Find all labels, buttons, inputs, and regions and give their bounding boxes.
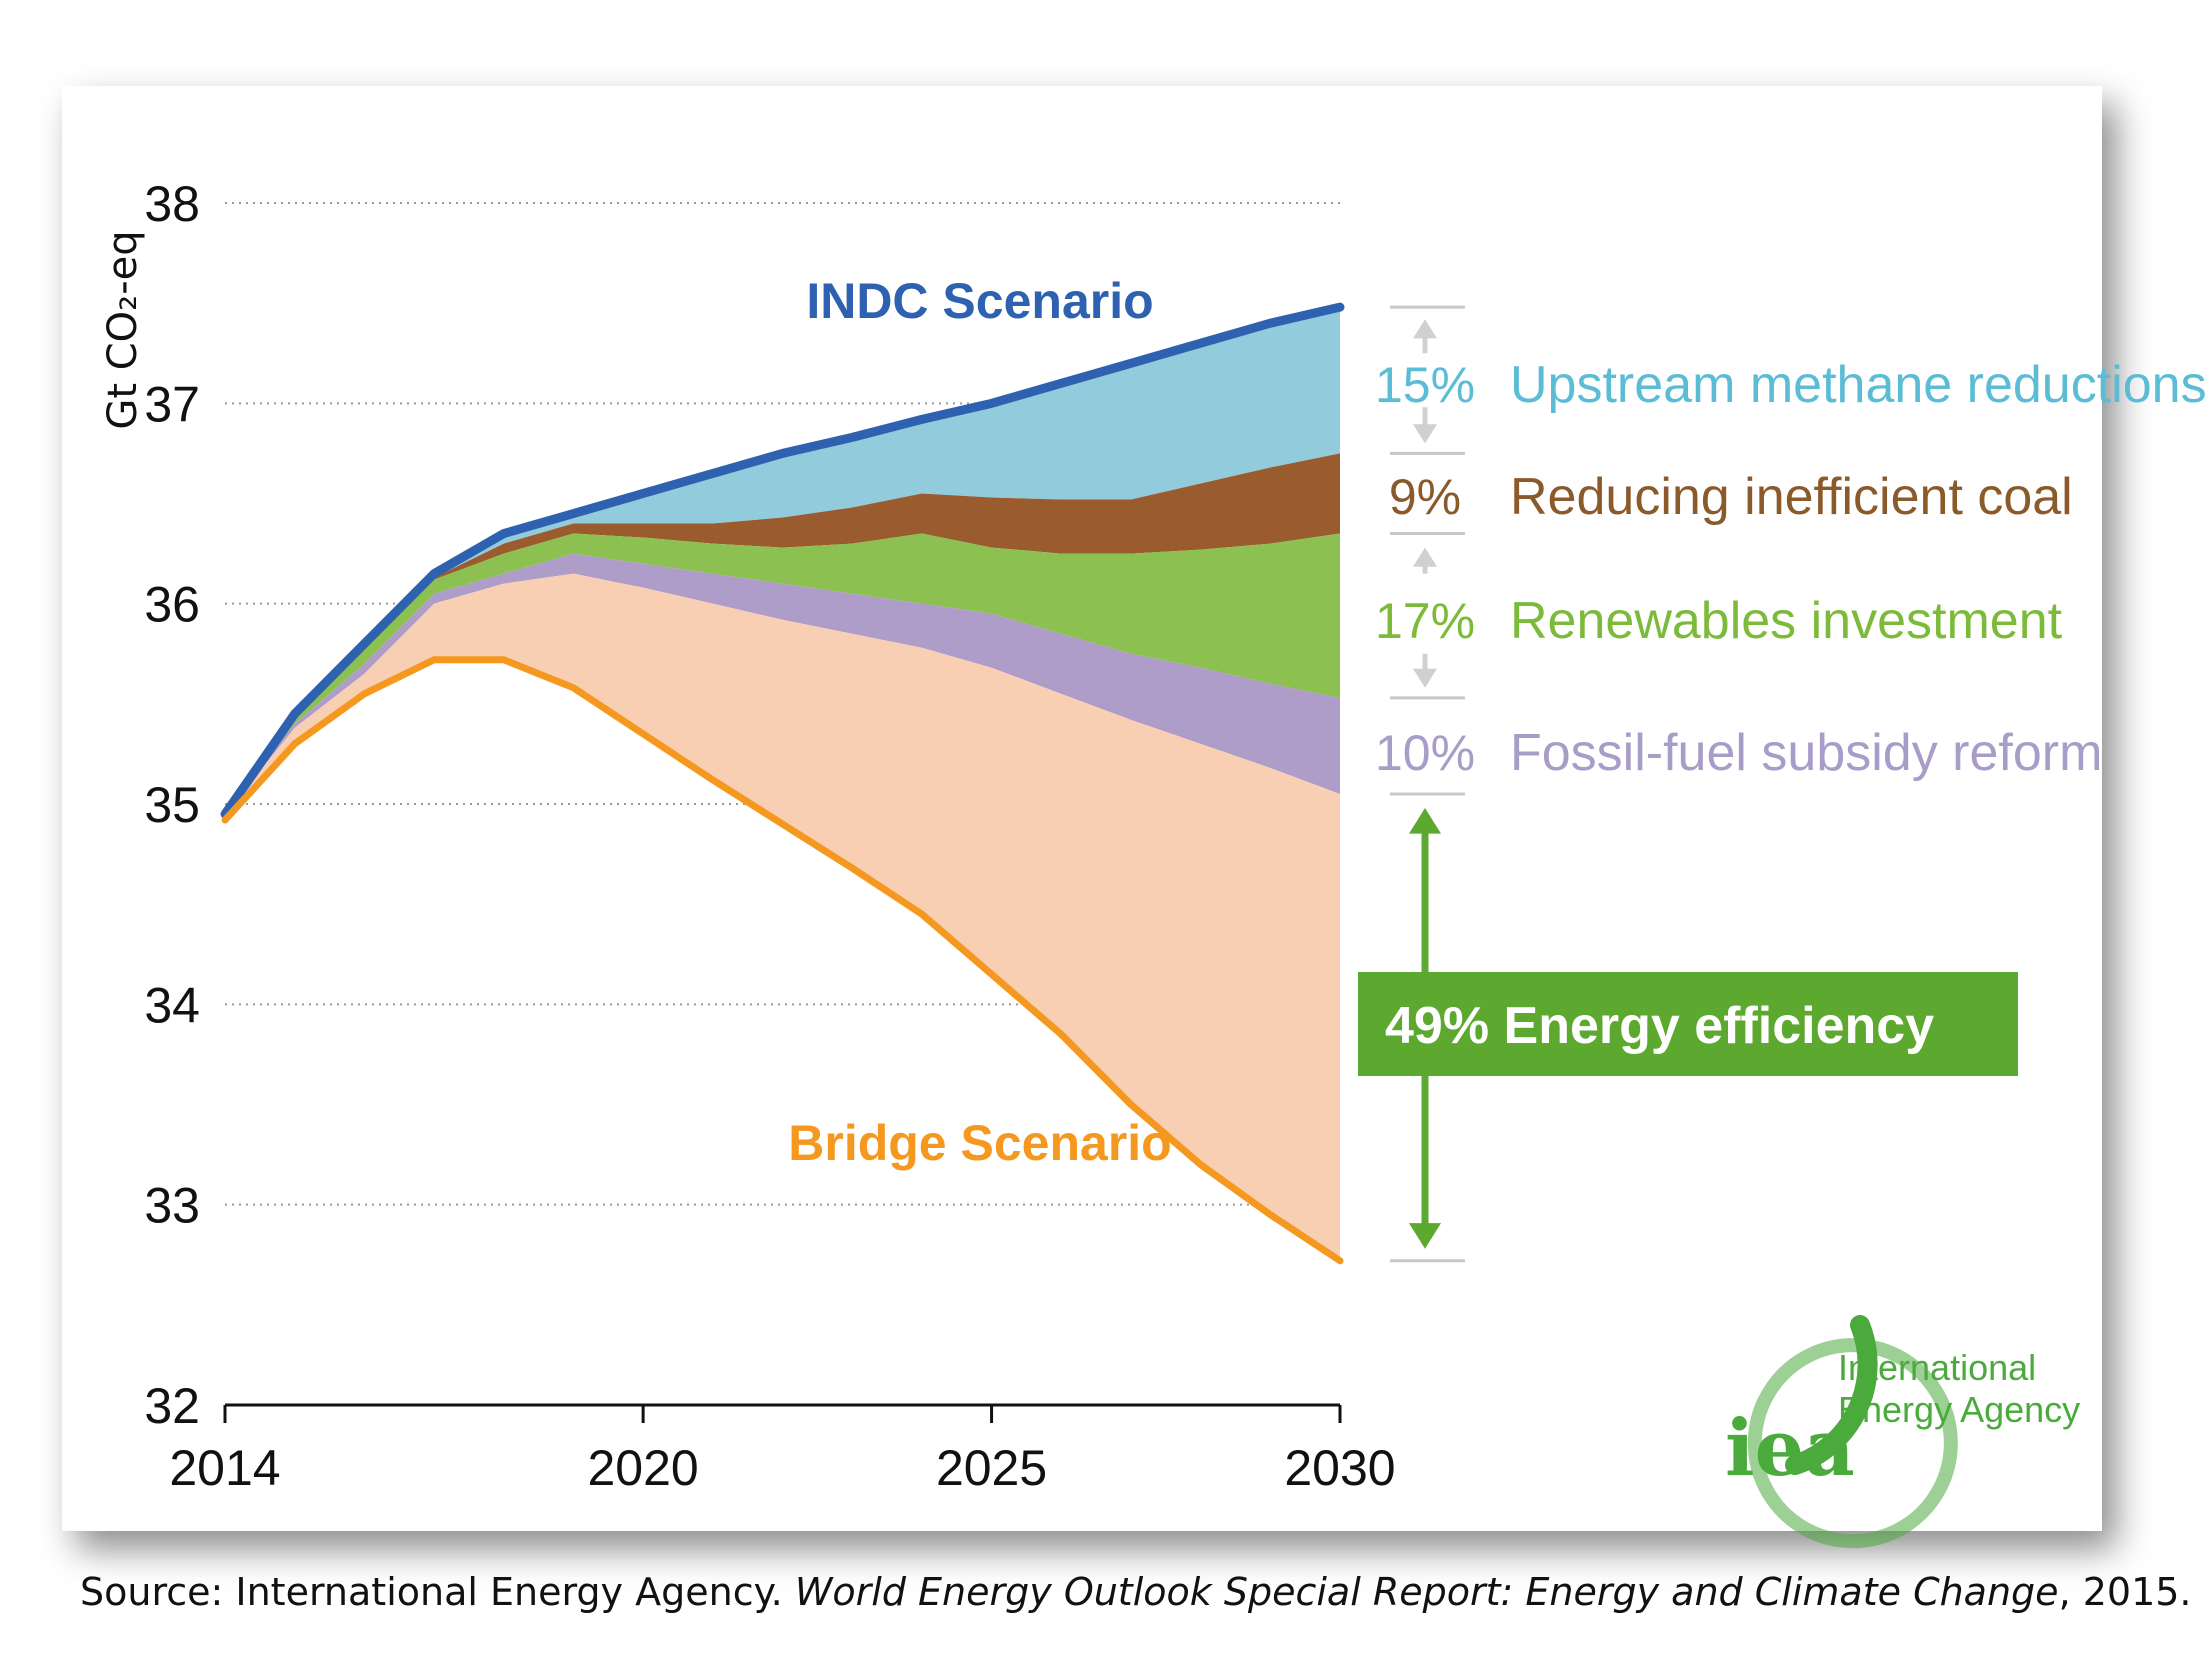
source-prefix: Source: International Energy Agency. [80, 1570, 795, 1614]
label-subsidy: Fossil-fuel subsidy reform [1510, 724, 2102, 782]
annotations: 15% Upstream methane reductions 9% Reducing… [1358, 305, 2205, 1263]
labels: INDC Scenario Bridge Scenario [788, 273, 1171, 1171]
source-suffix: , 2015. [2058, 1570, 2192, 1614]
label-bridge-scenario: Bridge Scenario [788, 1115, 1171, 1171]
arrow-head-renewables-down [1413, 668, 1437, 688]
area-upstream-methane [225, 307, 1340, 815]
label-indc-scenario: INDC Scenario [806, 273, 1153, 329]
area-fossil-subsidy [225, 553, 1340, 815]
wedge-areas [225, 307, 1340, 1261]
pct-renewables: 17% [1375, 593, 1475, 649]
x-tick-label-2030: 2030 [1284, 1440, 1395, 1496]
scenario-lines [220, 302, 1345, 1265]
label-renewables: Renewables investment [1510, 592, 2063, 650]
y-tick-label-38: 38 [144, 176, 200, 232]
y-tick-label-37: 37 [144, 376, 200, 432]
logo-ring [1747, 1338, 1958, 1549]
arrow-head-efficiency-down [1409, 1223, 1441, 1249]
efficiency-label: 49% Energy efficiency [1385, 997, 1934, 1055]
y-tick-label-35: 35 [144, 777, 200, 833]
pct-subsidy: 10% [1375, 725, 1475, 781]
arrow-head-renewables-up [1413, 547, 1437, 567]
efficiency-box [1358, 972, 2018, 1076]
x-tick-label-2025: 2025 [936, 1440, 1047, 1496]
arrow-head-efficiency-up [1409, 808, 1441, 834]
label-coal: Reducing inefficient coal [1510, 468, 2073, 526]
area-energy-efficiency [225, 573, 1340, 1261]
logo-mark-text: iea [1725, 1403, 1855, 1494]
pct-methane: 15% [1375, 357, 1475, 413]
logo-name-line2: Energy Agency [1838, 1389, 2080, 1430]
source-report-title: World Energy Outlook Special Report: Ene… [794, 1570, 2059, 1614]
line-bridge-scenario [221, 656, 1344, 1265]
y-tick-label-34: 34 [144, 977, 200, 1033]
logo-ring-accent [1785, 1315, 1878, 1475]
label-methane: Upstream methane reductions [1510, 356, 2205, 414]
logo-name-line1: International [1838, 1347, 2036, 1388]
pct-coal: 9% [1389, 469, 1461, 525]
y-axis-label: Gt CO₂-eq [100, 230, 146, 429]
area-renewables [225, 533, 1340, 815]
y-tick-label-32: 32 [144, 1378, 200, 1434]
arrow-head-methane-up [1413, 319, 1437, 339]
y-tick-label-33: 33 [144, 1178, 200, 1234]
arrow-head-methane-down [1413, 424, 1437, 444]
x-tick-label-2020: 2020 [588, 1440, 699, 1496]
x-tick-label-2014: 2014 [169, 1440, 280, 1496]
line-indc-scenario [220, 302, 1345, 819]
area-inefficient-coal [225, 453, 1340, 815]
source-caption: Source: International Energy Agency. Wor… [80, 1570, 2192, 1614]
y-tick-label-36: 36 [144, 577, 200, 633]
